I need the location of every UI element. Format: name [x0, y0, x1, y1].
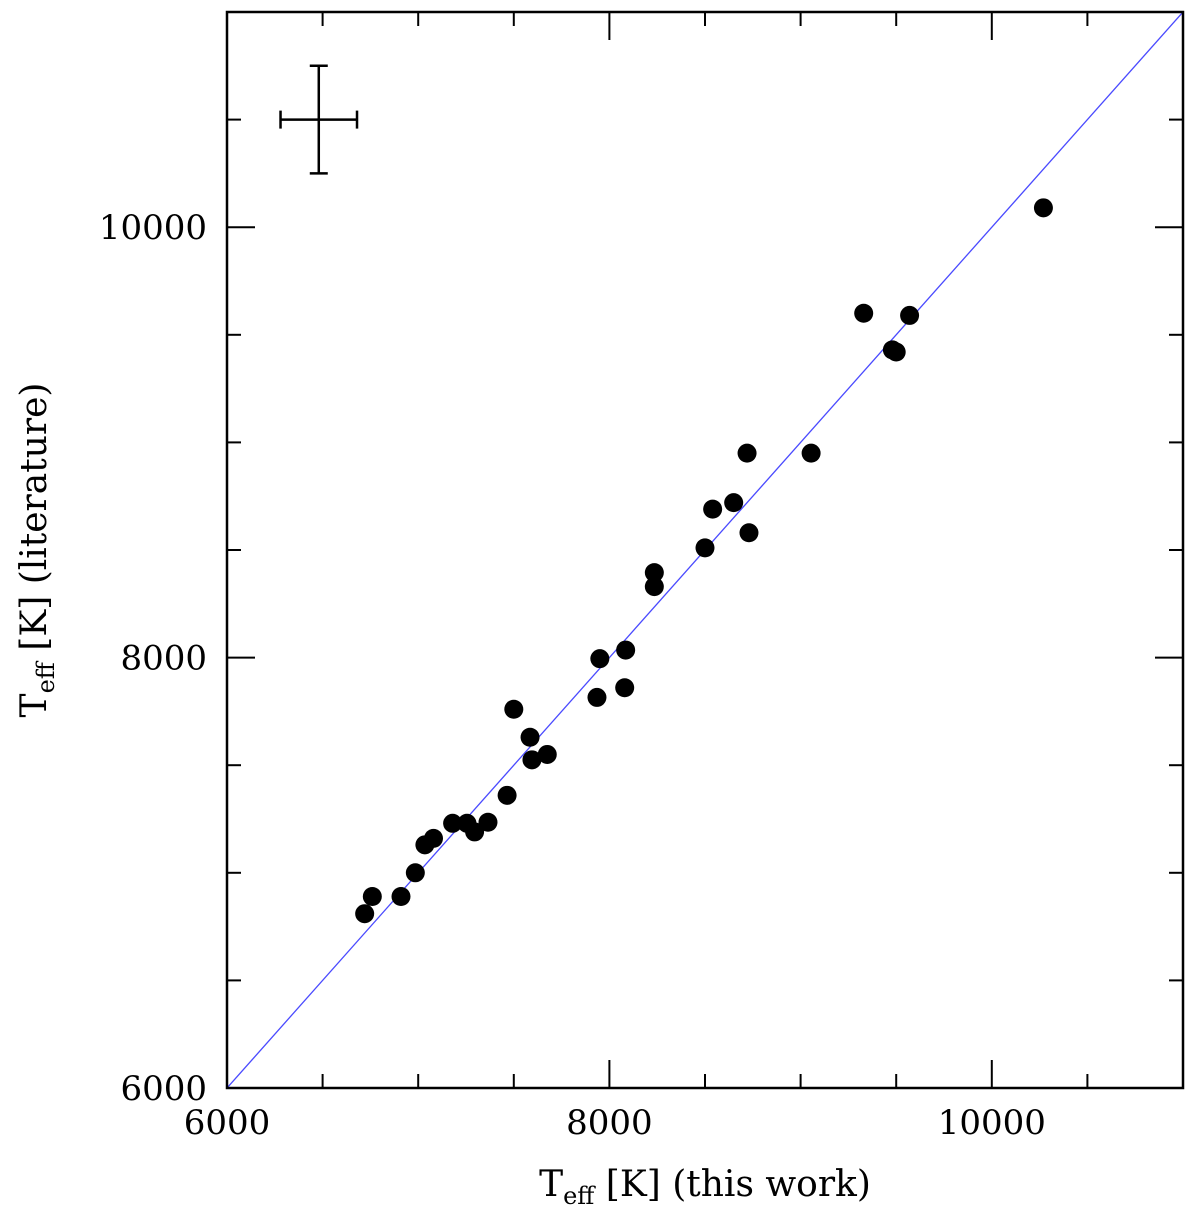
y-axis-label-rest: [K] (literature): [14, 383, 55, 663]
data-point: [423, 828, 443, 848]
data-point: [497, 785, 517, 805]
x-tick-label: 10000: [938, 1103, 1046, 1143]
error-bar-legend: [279, 64, 359, 175]
data-point: [644, 577, 664, 597]
data-point: [703, 499, 723, 519]
data-point: [355, 904, 375, 924]
data-point: [522, 750, 542, 770]
x-axis-label-sub: eff: [563, 1182, 596, 1210]
data-point: [854, 303, 874, 323]
data-points: [355, 198, 1053, 924]
data-point: [801, 443, 821, 463]
data-point: [590, 649, 610, 669]
x-tick-label: 8000: [566, 1103, 653, 1143]
data-point: [615, 678, 635, 698]
axis-ticks: [227, 12, 1183, 1088]
data-point: [739, 523, 759, 543]
y-axis-label: Teff [K] (literature): [14, 383, 60, 718]
data-point: [695, 538, 715, 558]
data-point: [520, 727, 540, 747]
tick-labels: 6000 8000 10000 6000 8000 10000: [99, 208, 1046, 1143]
data-point: [1033, 198, 1053, 218]
x-tick-label: 6000: [184, 1103, 271, 1143]
x-axis-label-rest: [K] (this work): [594, 1164, 871, 1205]
data-point: [465, 822, 485, 842]
data-point: [537, 744, 557, 764]
data-point: [391, 886, 411, 906]
data-point: [616, 640, 636, 660]
data-point: [886, 342, 906, 362]
x-axis-label-main: T: [539, 1164, 563, 1205]
data-point: [443, 813, 463, 833]
y-axis-label-sub: eff: [32, 660, 60, 693]
y-tick-label: 6000: [120, 1069, 207, 1109]
data-point: [644, 563, 664, 583]
data-point: [362, 886, 382, 906]
data-point: [405, 863, 425, 883]
data-point: [478, 812, 498, 832]
data-point: [900, 305, 920, 325]
y-tick-label: 8000: [120, 639, 207, 679]
data-point: [504, 699, 524, 719]
data-point: [737, 443, 757, 463]
y-tick-label: 10000: [99, 208, 207, 248]
x-axis-label: Teff [K] (this work): [539, 1164, 871, 1210]
data-point: [587, 687, 607, 707]
y-axis-label-main: T: [14, 693, 55, 717]
plot-frame: [225, 10, 1185, 1090]
data-point: [724, 493, 744, 513]
